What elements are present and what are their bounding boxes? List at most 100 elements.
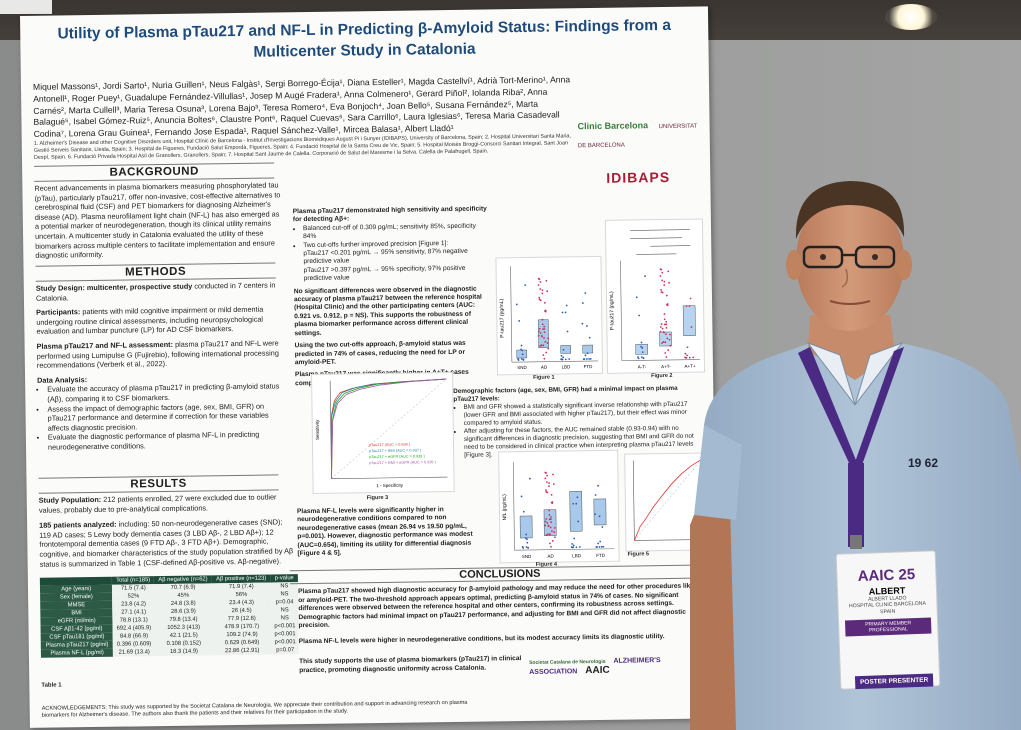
data-point	[541, 318, 544, 321]
data-point	[543, 331, 546, 334]
data-point	[666, 304, 669, 307]
fig1-ylabel: P-tau217 (pg/mL)	[499, 298, 506, 337]
data-point	[665, 294, 668, 297]
assessment: Plasma pTau217 and NF-L assessment: plas…	[36, 338, 279, 370]
roc-curve-nfl	[634, 459, 702, 541]
badge-type: POSTER PRESENTER	[854, 673, 934, 690]
data-point	[550, 494, 553, 496]
box	[569, 491, 583, 532]
data-point	[538, 296, 541, 299]
data-point	[520, 344, 523, 347]
data-point	[584, 354, 587, 357]
data-point	[549, 526, 552, 529]
data-point	[524, 284, 527, 287]
data-point	[549, 533, 551, 536]
data-point	[663, 323, 666, 326]
data-point	[545, 489, 547, 492]
data-point	[667, 270, 670, 273]
left-sleeve	[694, 425, 742, 520]
data-point	[550, 545, 552, 548]
data-point	[548, 485, 550, 488]
data-point	[547, 337, 550, 340]
fig4-group-label: LBD	[572, 553, 582, 558]
svg-text:pTau217 + BMI + eGFR (AUC = 0.: pTau217 + BMI + eGFR (AUC = 0.939 )	[369, 460, 436, 465]
data-point	[544, 471, 547, 474]
data-point	[573, 537, 576, 540]
svg-text:pTau217 + eGFR (AUC = 0.938 ): pTau217 + eGFR (AUC = 0.938 )	[369, 454, 425, 459]
data-point	[668, 338, 671, 341]
data-point	[575, 502, 578, 505]
data-point	[689, 297, 692, 300]
data-point	[545, 351, 548, 354]
svg-text:pTau217 + BMI (AUC = 0.937 ): pTau217 + BMI (AUC = 0.937 )	[369, 448, 422, 453]
box	[593, 498, 607, 526]
data-point	[638, 314, 640, 317]
fig1-group-label: FTD	[584, 364, 594, 369]
box	[635, 344, 648, 355]
data-point	[642, 357, 645, 359]
data-point	[538, 330, 540, 333]
data-point	[690, 326, 693, 328]
figure-2-caption: Figure 2	[651, 372, 673, 380]
data-point	[526, 538, 528, 541]
author-list: Miquel Massons¹, Jordi Sarto¹, Nuria Gui…	[32, 74, 571, 140]
data-point	[551, 502, 554, 505]
data-point	[661, 271, 664, 274]
fig2-points	[635, 268, 695, 360]
data-point	[539, 299, 542, 302]
right-ear	[896, 250, 912, 280]
data-point	[599, 540, 602, 543]
data-point	[594, 513, 596, 516]
figure-1-caption: Figure 1	[533, 374, 555, 381]
data-point	[669, 344, 672, 347]
fig1-points	[515, 277, 592, 361]
data-point	[640, 345, 643, 348]
data-point	[659, 268, 662, 271]
data-point	[551, 530, 553, 532]
data-point	[549, 542, 551, 545]
svg-text:pTau217 (AUC = 0.934 ): pTau217 (AUC = 0.934 )	[369, 443, 411, 448]
data-point	[600, 545, 603, 548]
data-point	[663, 318, 666, 321]
data-point	[565, 304, 568, 307]
poster-title: Utility of Plasma pTau217 and NF-L in Pr…	[57, 16, 672, 61]
data-point	[547, 347, 550, 350]
data-point	[641, 347, 644, 349]
data-point	[537, 277, 540, 280]
data-point	[571, 546, 574, 549]
data-point	[571, 543, 573, 545]
data-point	[568, 358, 571, 361]
data-point	[582, 358, 585, 361]
data-point	[520, 358, 523, 360]
fig2-ylabel: P-tau217 (pg/mL)	[609, 291, 616, 330]
shirt-logo: 19 62	[908, 456, 938, 470]
idibaps-logo: IDIBAPS	[606, 168, 671, 186]
lanyard-clip	[850, 535, 862, 549]
data-point	[547, 524, 550, 527]
data-point	[659, 275, 662, 277]
data-point	[572, 544, 575, 547]
roc-curve-combined	[331, 378, 447, 479]
data-point	[521, 353, 524, 356]
collar-left	[806, 341, 856, 406]
data-point	[566, 330, 569, 333]
box	[560, 345, 571, 354]
data-point	[589, 357, 592, 360]
fig1-group-label: SND	[517, 365, 527, 370]
data-point	[597, 484, 599, 487]
data-point	[550, 516, 552, 518]
data-analysis: Data Analysis: Evaluate the accuracy of …	[37, 372, 288, 452]
data-point	[562, 356, 565, 359]
aaic-logo: AAIC	[585, 664, 610, 677]
data-point	[545, 534, 548, 536]
sponsor-logos: Societat Catalana de Neurologia ALZHEIME…	[529, 656, 709, 681]
data-point	[542, 328, 544, 331]
data-point	[601, 526, 604, 528]
data-point	[684, 356, 687, 359]
data-point	[666, 337, 669, 340]
data-point	[544, 477, 547, 480]
data-point	[584, 292, 587, 295]
data-point	[586, 352, 589, 355]
data-point	[540, 334, 543, 337]
data-point	[594, 494, 597, 496]
